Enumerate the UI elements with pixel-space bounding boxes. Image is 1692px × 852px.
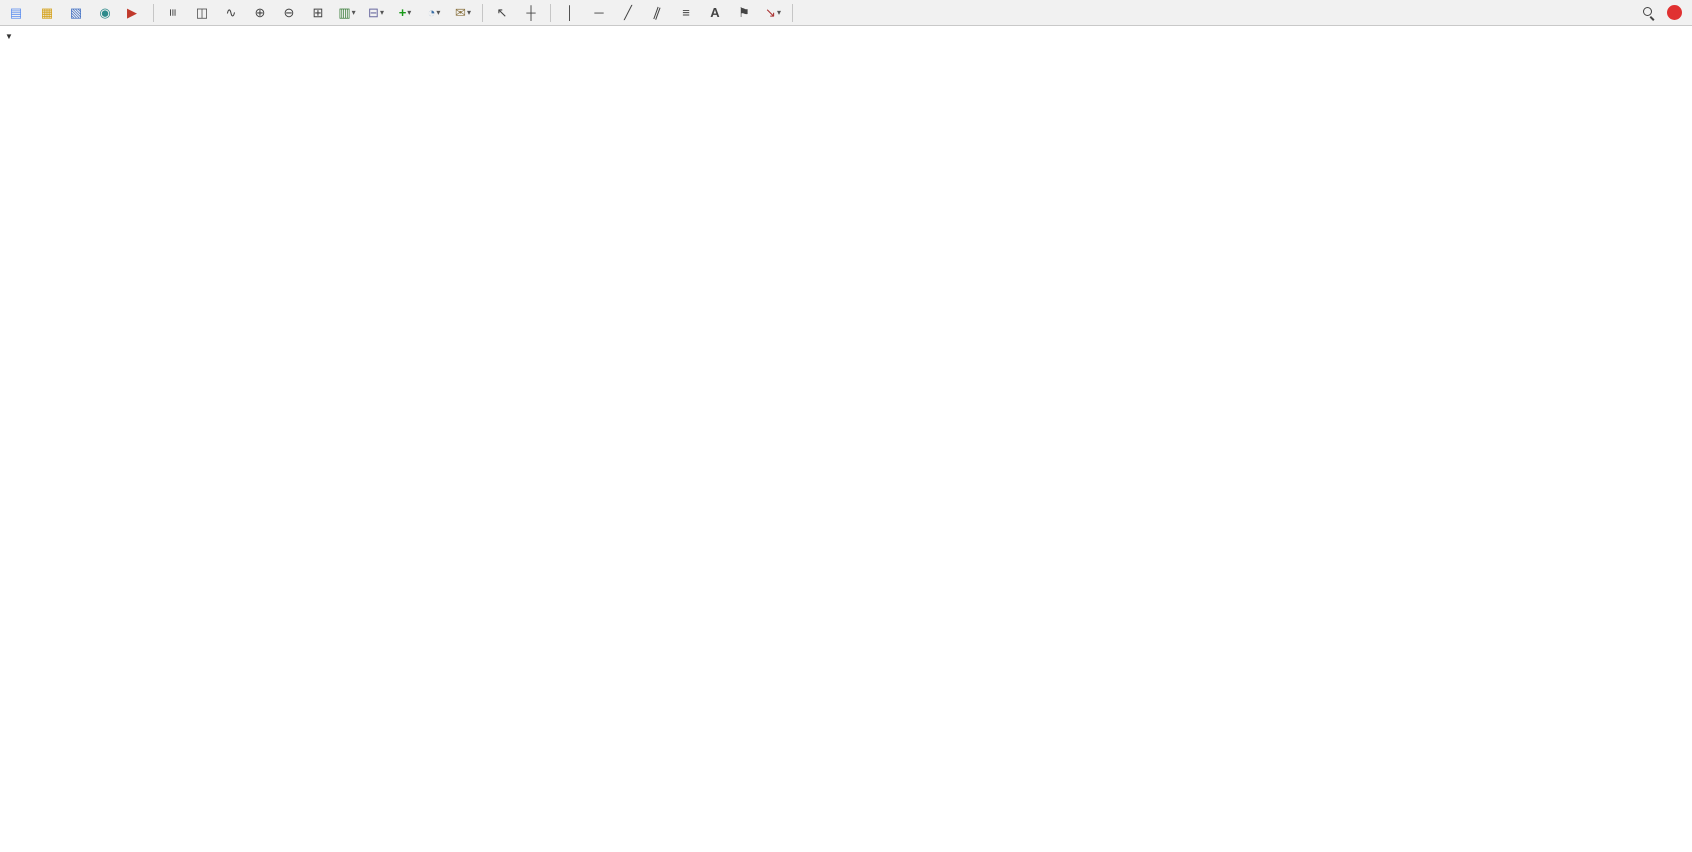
chevron-down-icon: ▾ bbox=[436, 8, 441, 17]
autotrading-button[interactable]: ▶ bbox=[120, 2, 148, 24]
arrows-tool-button[interactable]: ↘ ▾ bbox=[759, 2, 787, 24]
trendline-icon: ╱ bbox=[624, 5, 632, 20]
fibonacci-button[interactable]: ≡ bbox=[672, 2, 700, 24]
toolbar-separator bbox=[550, 3, 551, 22]
support-icon: ◉ bbox=[99, 5, 111, 20]
line-chart-icon: ∿ bbox=[225, 5, 237, 20]
support-button[interactable]: ◉ bbox=[91, 2, 119, 24]
label-tool-button[interactable]: ⚑ bbox=[730, 2, 758, 24]
chevron-down-icon: ▾ bbox=[407, 8, 412, 17]
chevron-down-icon: ▾ bbox=[776, 8, 781, 17]
templates-button[interactable]: ✉ ▾ bbox=[449, 2, 477, 24]
periods-clock-icon: ◔ bbox=[427, 5, 436, 20]
new-order-button[interactable]: ▤ bbox=[4, 2, 32, 24]
zoom-in-button[interactable]: ⊕ bbox=[246, 2, 274, 24]
vertical-line-icon: │ bbox=[565, 5, 575, 20]
toolbar-separator bbox=[153, 3, 154, 22]
notification-badge[interactable] bbox=[1667, 5, 1682, 20]
new-order-icon: ▤ bbox=[9, 5, 23, 20]
channel-icon: ∥ bbox=[651, 4, 663, 21]
tile-windows-icon: ⊞ bbox=[312, 5, 324, 20]
add-indicator-icon: + bbox=[398, 5, 407, 20]
toolbar: ▤ ▦ ▧ ◉ ▶ ≡ ◫ ∿ ⊕ ⊖ ⊞ ▥ ▾ ⊟ ▾ + ▾ ◔ ▾ ✉ ▾ ↖ ┼… bbox=[0, 0, 1692, 26]
chart-file-button[interactable]: ▦ bbox=[33, 2, 61, 24]
vertical-line-button[interactable]: │ bbox=[556, 2, 584, 24]
crosshair-button[interactable]: ┼ bbox=[517, 2, 545, 24]
navigator-icon: ▧ bbox=[69, 5, 83, 20]
horizontal-line-button[interactable]: ─ bbox=[585, 2, 613, 24]
indicators-button[interactable]: ▥ ▾ bbox=[333, 2, 361, 24]
add-indicator-button[interactable]: + ▾ bbox=[391, 2, 419, 24]
candlestick-chart-icon: ◫ bbox=[195, 5, 209, 20]
channel-button[interactable]: ∥ bbox=[643, 2, 671, 24]
line-chart-button[interactable]: ∿ bbox=[217, 2, 245, 24]
trendline-button[interactable]: ╱ bbox=[614, 2, 642, 24]
bars-chart-button[interactable]: ≡ bbox=[159, 2, 187, 24]
objects-list-icon: ⊟ bbox=[368, 5, 379, 20]
autotrading-icon: ▶ bbox=[127, 5, 137, 20]
text-tool-button[interactable]: A bbox=[701, 2, 729, 24]
template-mail-icon: ✉ bbox=[455, 5, 466, 20]
tile-windows-button[interactable]: ⊞ bbox=[304, 2, 332, 24]
horizontal-line-icon: ─ bbox=[594, 5, 604, 20]
chevron-down-icon: ▾ bbox=[379, 8, 384, 17]
zoom-out-button[interactable]: ⊖ bbox=[275, 2, 303, 24]
zoom-out-icon: ⊖ bbox=[283, 5, 295, 20]
price-chart-canvas[interactable] bbox=[0, 26, 1692, 852]
toolbar-separator bbox=[792, 3, 793, 22]
bars-chart-icon: ≡ bbox=[165, 8, 181, 17]
chart-file-icon: ▦ bbox=[40, 5, 54, 20]
cursor-button[interactable]: ↖ bbox=[488, 2, 516, 24]
search-button[interactable] bbox=[1634, 2, 1662, 24]
objects-list-button[interactable]: ⊟ ▾ bbox=[362, 2, 390, 24]
text-tool-icon: A bbox=[710, 5, 720, 20]
arrows-tool-icon: ↘ bbox=[765, 5, 776, 20]
candlestick-chart-button[interactable]: ◫ bbox=[188, 2, 216, 24]
chart-window: ▼ bbox=[0, 26, 1692, 852]
navigator-button[interactable]: ▧ bbox=[62, 2, 90, 24]
periods-button[interactable]: ◔ ▾ bbox=[420, 2, 448, 24]
crosshair-icon: ┼ bbox=[526, 5, 536, 20]
toolbar-separator bbox=[482, 3, 483, 22]
zoom-in-icon: ⊕ bbox=[254, 5, 266, 20]
chart-title: ▼ bbox=[5, 30, 19, 42]
label-tool-icon: ⚑ bbox=[738, 5, 750, 20]
search-icon bbox=[1642, 6, 1655, 19]
chevron-down-icon: ▾ bbox=[351, 8, 356, 17]
fibonacci-icon: ≡ bbox=[682, 5, 690, 20]
chevron-down-icon: ▾ bbox=[466, 8, 471, 17]
indicators-icon: ▥ bbox=[338, 5, 351, 20]
cursor-icon: ↖ bbox=[496, 5, 508, 20]
ohlc-toggle-icon[interactable]: ▼ bbox=[5, 32, 13, 41]
